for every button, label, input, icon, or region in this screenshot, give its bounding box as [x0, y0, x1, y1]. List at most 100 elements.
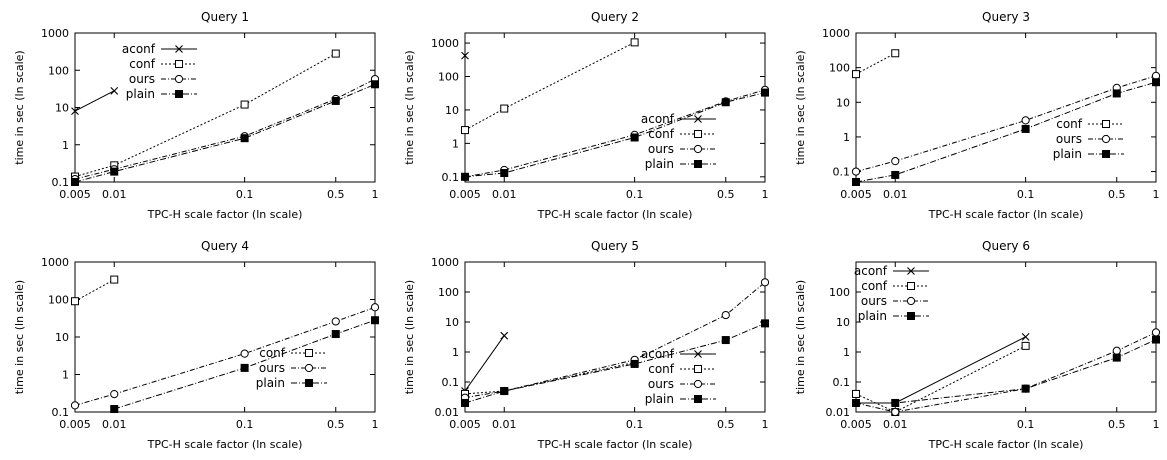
plot-frame [855, 261, 1157, 413]
data-point-plain [371, 316, 379, 325]
data-point-plain [1152, 78, 1160, 87]
plot-frame [464, 261, 766, 413]
x-tick-label: 0.5 [717, 188, 735, 201]
series-plain [461, 88, 769, 181]
series-line-conf [855, 345, 1026, 413]
legend-label: plain [256, 376, 285, 390]
y-tick-label: 0.1 [52, 176, 70, 189]
series-line-ours [464, 281, 766, 399]
y-axis-label: time in sec (ln scale) [403, 50, 416, 164]
y-tick-label: 10 [445, 104, 459, 117]
series-aconf [461, 331, 509, 395]
legend-marker [304, 363, 314, 373]
data-point-ours [760, 278, 770, 287]
legend-marker [694, 365, 702, 373]
data-point-ours [240, 349, 249, 358]
legend-marker [1101, 134, 1111, 144]
x-axis-label: TPC-H scale factor (ln scale) [928, 208, 1084, 221]
data-point-ours [331, 317, 340, 326]
legend-label: ours [259, 361, 285, 375]
x-tick-label: 1 [372, 418, 379, 431]
chart-title: Query 5 [591, 239, 639, 253]
legend-marker [694, 130, 702, 138]
series-line-conf [74, 279, 115, 302]
x-tick-label: 0.005 [59, 188, 91, 201]
y-tick-label: 0.1 [52, 406, 70, 419]
series-line-conf [74, 53, 337, 178]
x-axis-label: TPC-H scale factor (ln scale) [537, 208, 693, 221]
data-point-ours [891, 407, 900, 417]
x-tick-label: 0.5 [327, 188, 345, 201]
legend-label: ours [648, 377, 674, 391]
series-line-ours [464, 89, 766, 178]
legend-label: conf [648, 362, 675, 376]
series-line-conf [464, 361, 635, 395]
x-tick-label: 0.01 [883, 418, 908, 431]
x-axis-label: TPC-H scale factor (ln scale) [147, 208, 303, 221]
legend-marker [175, 90, 183, 98]
y-tick-label: 100 [829, 286, 850, 299]
x-tick-label: 0.1 [236, 418, 254, 431]
legend-label: ours [861, 294, 887, 308]
series-plain [71, 80, 379, 186]
legend-label: plain [858, 309, 887, 323]
x-tick-label: 0.01 [492, 188, 517, 201]
data-point-plain [630, 133, 639, 142]
x-tick-label: 0.01 [492, 418, 517, 431]
x-tick-label: 0.5 [327, 418, 345, 431]
legend-marker [305, 379, 313, 387]
x-tick-label: 1 [1153, 188, 1160, 201]
x-tick-label: 0.005 [449, 418, 481, 431]
y-tick-label: 10 [445, 316, 459, 329]
data-point-plain [761, 319, 769, 328]
x-axis-label: TPC-H scale factor (ln scale) [928, 438, 1084, 451]
y-tick-label: 100 [438, 71, 459, 84]
legend-label: plain [645, 392, 674, 406]
legend-label: aconf [641, 112, 675, 126]
series-line-ours [74, 306, 376, 406]
x-tick-label: 1 [372, 188, 379, 201]
data-point-plain [331, 96, 340, 105]
data-point-conf [461, 126, 469, 135]
x-tick-label: 0.5 [1108, 188, 1126, 201]
y-tick-label: 10 [836, 96, 850, 109]
y-tick-label: 0.1 [833, 166, 851, 179]
data-point-conf [852, 70, 860, 79]
series-plain [110, 316, 379, 414]
y-tick-label: 0.01 [826, 406, 851, 419]
legend-marker [907, 312, 915, 320]
y-tick-label: 1 [452, 346, 459, 359]
series-line-aconf [74, 90, 115, 112]
data-point-plain [110, 405, 119, 414]
data-point-plain [240, 134, 249, 143]
series-plain [852, 335, 1160, 407]
x-tick-label: 0.005 [59, 418, 91, 431]
series-aconf [71, 86, 119, 115]
x-tick-label: 0.1 [626, 188, 644, 201]
x-axis-label: TPC-H scale factor (ln scale) [147, 438, 303, 451]
data-point-conf [240, 100, 249, 109]
legend-marker [305, 349, 313, 357]
data-point-aconf [110, 86, 119, 95]
y-tick-label: 1000 [822, 27, 850, 40]
series-conf [71, 49, 340, 181]
data-point-plain [1112, 89, 1121, 98]
data-point-plain [891, 170, 900, 179]
legend-label: conf [1056, 117, 1083, 131]
data-point-aconf [461, 51, 469, 60]
y-tick-label: 100 [48, 64, 69, 77]
legend-label: conf [861, 279, 888, 293]
data-point-ours [1021, 116, 1030, 125]
legend-label: conf [129, 57, 156, 71]
data-point-conf [500, 104, 509, 113]
series-line-plain [464, 92, 766, 178]
y-tick-label: 1000 [431, 37, 459, 50]
legend-marker [694, 160, 702, 168]
y-tick-label: 1000 [41, 27, 69, 40]
legend-marker [174, 74, 184, 84]
y-axis-label: time in sec (ln scale) [403, 280, 416, 394]
chart-panel-1: Query 1 0.1 1 10 100 1000 0.005 0.01 0.1 0.5 1 TPC-… [13, 10, 380, 221]
